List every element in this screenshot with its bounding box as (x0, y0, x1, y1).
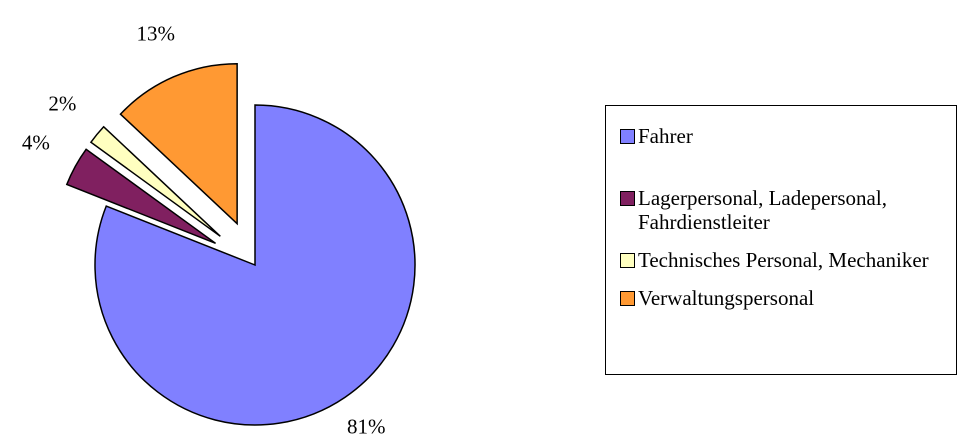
slice-label: 2% (48, 91, 76, 115)
slice-label: 4% (22, 130, 50, 154)
legend-swatch (620, 291, 635, 306)
legend-label: Fahrer (638, 124, 693, 148)
legend-entry: Verwaltungspersonal (620, 286, 956, 310)
legend-entry: Fahrer (620, 124, 956, 148)
legend-entry: Lagerpersonal, Ladepersonal, Fahrdienstl… (620, 186, 956, 234)
legend-entry: Technisches Personal, Mechaniker (620, 248, 956, 272)
pie-slice (119, 62, 238, 226)
legend-label: Verwaltungspersonal (638, 286, 815, 310)
pie-slice (89, 125, 221, 237)
pie-slice (65, 148, 217, 245)
legend-label: Technisches Personal, Mechaniker (638, 248, 929, 272)
legend-swatch (620, 191, 635, 206)
slice-label: 81% (347, 415, 386, 439)
slice-label: 13% (136, 21, 175, 45)
chart: 81% 4% 2% 13% (22, 21, 416, 439)
legend-label: Lagerpersonal, Ladepersonal, Fahrdienstl… (638, 186, 887, 234)
legend-swatch (620, 129, 635, 144)
pie-slice (94, 104, 416, 426)
legend: Fahrer Lagerpersonal, Ladepersonal, Fahrd… (605, 105, 957, 375)
legend-swatch (620, 253, 635, 268)
